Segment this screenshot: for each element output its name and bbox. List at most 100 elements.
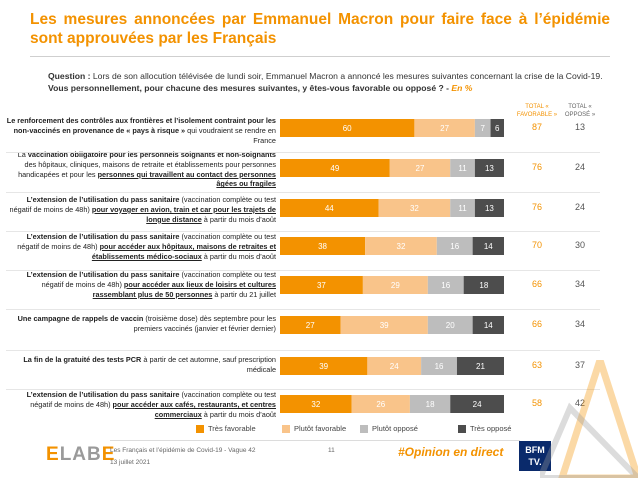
bar-segment	[414, 119, 475, 137]
total-oppose-value: 24	[574, 162, 585, 172]
question-unit: En %	[451, 83, 473, 93]
legend-swatch-tres-favorable	[196, 424, 204, 433]
total-oppose-value: 30	[574, 240, 585, 250]
row-label: L’extension de l’utilisation du pass san…	[9, 195, 276, 224]
total-oppose-value: 42	[574, 398, 585, 408]
bar-value-label: 14	[484, 321, 493, 330]
total-oppose-value: 13	[574, 122, 585, 132]
bar-value-label: 7	[480, 124, 485, 133]
bar-value-label: 27	[440, 124, 449, 133]
page-number: 11	[328, 447, 335, 454]
total-favorable-value: 70	[531, 240, 542, 250]
bar-value-label: 11	[458, 204, 467, 213]
question-bold: Vous personnellement, pour chacune des m…	[48, 83, 452, 93]
bar-segment	[427, 316, 473, 334]
bar-segment	[474, 199, 504, 217]
bar-segment	[280, 119, 415, 137]
bar-segment	[280, 276, 363, 294]
question-body: Lors de son allocution télévisée de lund…	[92, 71, 603, 81]
row-separator	[6, 192, 600, 193]
bar-segment	[280, 357, 368, 375]
row-label: La vaccination obligatoire pour les pers…	[17, 150, 276, 189]
bar-segment	[436, 237, 473, 255]
bar-segment	[340, 316, 428, 334]
bar-value-label: 24	[390, 362, 399, 371]
bar-value-label: 27	[416, 164, 425, 173]
study-date: 13 juillet 2021	[110, 459, 151, 466]
row-label: L’extension de l’utilisation du pass san…	[17, 232, 276, 261]
row-label: L’extension de l’utilisation du pass san…	[26, 390, 276, 419]
row-separator	[6, 231, 600, 232]
row-label: Le renforcement des contrôles aux fronti…	[6, 116, 276, 145]
bar-value-label: 39	[380, 321, 389, 330]
legend-item-plutot-oppose: Plutôt opposé	[360, 424, 418, 433]
bar-value-label: 24	[473, 400, 482, 409]
total-favorable-value: 76	[531, 162, 542, 172]
row-label: L’extension de l’utilisation du pass san…	[26, 270, 276, 299]
bar-segment	[463, 276, 504, 294]
elabe-logo: ELABE	[46, 444, 116, 465]
bar-value-label: 26	[376, 400, 385, 409]
row-separator	[6, 389, 600, 390]
bar-segment	[280, 199, 379, 217]
legend-label: Plutôt opposé	[372, 424, 418, 433]
bar-value-label: 38	[318, 242, 327, 251]
total-favorable-value: 76	[531, 202, 542, 212]
bar-segment	[490, 119, 504, 137]
total-oppose-value: 34	[574, 319, 585, 329]
bar-segment	[474, 119, 491, 137]
bfmtv-logo: BFM TV.	[519, 441, 551, 471]
legend-item-tres-favorable: Très favorable	[196, 424, 256, 433]
bar-segment	[280, 237, 366, 255]
bar-segment	[450, 159, 475, 177]
bar-segment	[421, 357, 457, 375]
bar-value-label: 18	[426, 400, 435, 409]
total-favorable-value: 66	[531, 279, 542, 289]
bar-value-label: 13	[485, 204, 494, 213]
bar-segment	[472, 316, 504, 334]
bar-value-label: 14	[484, 242, 493, 251]
legend-label: Très favorable	[208, 424, 256, 433]
total-oppose-value: 37	[574, 360, 585, 370]
bar-value-label: 32	[311, 400, 320, 409]
row-separator	[6, 152, 600, 153]
total-favorable-value: 58	[531, 398, 542, 408]
bar-value-label: 60	[343, 124, 352, 133]
total-favorable-value: 87	[531, 122, 542, 132]
question-prefix: Question :	[48, 71, 93, 81]
bar-value-label: 37	[317, 281, 326, 290]
bar-segment	[474, 159, 504, 177]
title-divider	[30, 56, 610, 57]
decorative-triangle-icon	[540, 360, 638, 478]
bar-value-label: 49	[330, 164, 339, 173]
study-name: Les Français et l’épidémie de Covid-19 -…	[110, 447, 256, 454]
total-favorable-value: 63	[531, 360, 542, 370]
bar-value-label: 29	[391, 281, 400, 290]
question-text: Question : Lors de son allocution télévi…	[48, 70, 608, 94]
bar-value-label: 32	[410, 204, 419, 213]
legend-item-plutot-favorable: Plutôt favorable	[282, 424, 346, 433]
bar-segment	[378, 199, 451, 217]
legend-label: Plutôt favorable	[294, 424, 347, 433]
row-separator	[6, 309, 600, 310]
total-favorable-value: 66	[531, 319, 542, 329]
bar-value-label: 16	[450, 242, 459, 251]
legend-label: Très opposé	[470, 424, 512, 433]
bar-segment	[365, 237, 437, 255]
bar-value-label: 44	[325, 204, 334, 213]
bar-segment	[427, 276, 464, 294]
bar-segment	[450, 199, 475, 217]
bar-segment	[280, 159, 390, 177]
row-label: Une campagne de rappels de vaccin (trois…	[17, 314, 276, 333]
total-oppose-value: 34	[574, 279, 585, 289]
bar-segment	[450, 395, 504, 413]
bar-value-label: 11	[458, 164, 467, 173]
bar-value-label: 27	[306, 321, 315, 330]
bar-value-label: 13	[485, 164, 494, 173]
bar-value-label: 16	[441, 281, 450, 290]
legend-swatch-plutot-favorable	[282, 424, 290, 433]
bar-value-label: 21	[476, 362, 485, 371]
page-title: Les mesures annoncées par Emmanuel Macro…	[30, 11, 610, 47]
bar-value-label: 16	[435, 362, 444, 371]
bar-value-label: 39	[319, 362, 328, 371]
